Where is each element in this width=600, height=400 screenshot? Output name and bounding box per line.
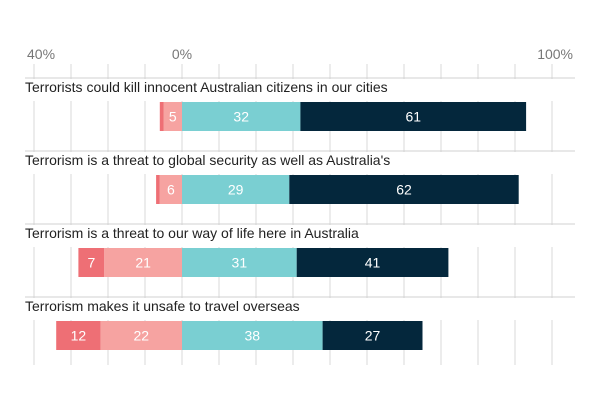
data-label: 38: [245, 328, 261, 344]
bar-segment: [289, 175, 519, 204]
data-label: 5: [169, 109, 177, 125]
bar-row: Terrorism is a threat to global security…: [25, 150, 575, 204]
x-tick-label: 100%: [537, 46, 573, 62]
row-label-bg: [25, 152, 575, 174]
bar-segment: [182, 102, 301, 131]
bar-row: Terrorism makes it unsafe to travel over…: [25, 296, 575, 350]
data-label: 41: [365, 255, 381, 271]
data-label: 61: [405, 109, 421, 125]
bar-segment: [182, 248, 297, 277]
data-label: 22: [134, 328, 150, 344]
x-axis: 40% 0% 100%: [27, 46, 573, 62]
bar-row: Terrorists could kill innocent Australia…: [25, 77, 575, 131]
row-label-bg: [25, 298, 575, 320]
row-label-bg: [25, 79, 575, 101]
bar-segment: [78, 248, 105, 277]
statement-label: Terrorism is a threat to our way of life…: [25, 225, 359, 241]
bar-segment: [100, 321, 182, 350]
data-label: 27: [365, 328, 381, 344]
bar-segment: [159, 102, 164, 131]
data-label: 6: [167, 182, 175, 198]
bar-segment: [322, 321, 423, 350]
data-label: 7: [87, 255, 95, 271]
bar-segment: [159, 175, 182, 204]
bar-segment: [56, 321, 101, 350]
statement-label: Terrorism makes it unsafe to travel over…: [25, 298, 300, 314]
bar-segment: [156, 175, 160, 204]
bar-segment: [182, 175, 290, 204]
statement-label: Terrorism is a threat to global security…: [25, 152, 390, 168]
data-label: 29: [228, 182, 244, 198]
row-label-bg: [25, 225, 575, 247]
x-tick-label: 40%: [27, 46, 55, 62]
bar-segment: [300, 102, 527, 131]
statement-label: Terrorists could kill innocent Australia…: [25, 79, 388, 95]
data-label: 32: [233, 109, 249, 125]
bar-segment: [104, 248, 182, 277]
bar-row: Terrorism is a threat to our way of life…: [25, 223, 575, 277]
bar-rows: Terrorists could kill innocent Australia…: [25, 77, 575, 350]
data-label: 21: [135, 255, 151, 271]
x-tick-label: 0%: [172, 46, 192, 62]
bar-segment: [296, 248, 449, 277]
data-label: 62: [396, 182, 412, 198]
bar-segment: [182, 321, 323, 350]
bar-segment: [163, 102, 182, 131]
data-label: 12: [71, 328, 87, 344]
data-label: 31: [232, 255, 248, 271]
